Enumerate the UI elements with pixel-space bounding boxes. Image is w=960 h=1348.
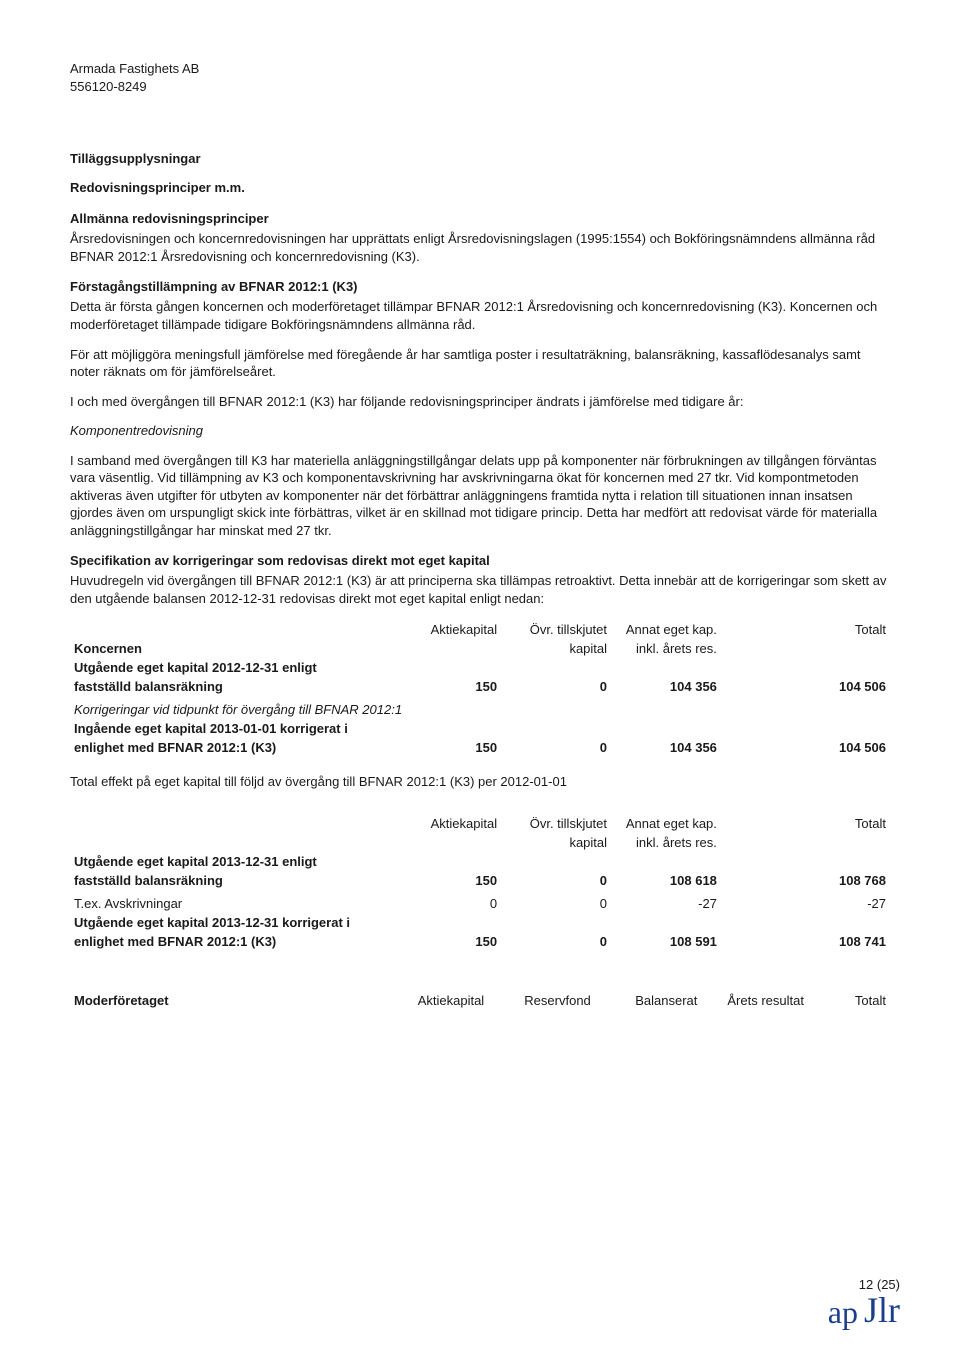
cell2-utg-ovr: 0 (501, 871, 611, 890)
row2-utg1: Utgående eget kapital 2013-12-31 enligt (70, 852, 391, 871)
caption-moderforetaget: Moderföretaget (70, 991, 382, 1010)
caption-koncernen: Koncernen (70, 639, 391, 658)
row-utg2: fastställd balansräkning (70, 677, 391, 696)
th-annat1: Annat eget kap. (611, 620, 721, 639)
signature-area: ap Jlr (828, 1292, 900, 1328)
para-forst-1: Detta är första gången koncernen och mod… (70, 298, 890, 333)
para-komp: I samband med övergången till K3 har mat… (70, 452, 890, 540)
th3-aktie: Aktiekapital (382, 991, 489, 1010)
cell2-utg-aktie: 150 (391, 871, 501, 890)
cell2-korr-annat: 108 591 (611, 932, 721, 951)
th3-arets: Årets resultat (701, 991, 808, 1010)
th2-ovr1: Övr. tillskjutet (501, 814, 611, 833)
row2-utg2: fastställd balansräkning (70, 871, 391, 890)
th3-bal: Balanserat (595, 991, 702, 1010)
cell2-korr-aktie: 150 (391, 932, 501, 951)
th-aktie: Aktiekapital (391, 620, 501, 639)
para-total-effekt: Total effekt på eget kapital till följd … (70, 773, 890, 791)
table-koncernen-2013: Aktiekapital Övr. tillskjutet Annat eget… (70, 814, 890, 951)
cell-ing-aktie: 150 (391, 738, 501, 757)
cell-ing-ovr: 0 (501, 738, 611, 757)
th2-totalt: Totalt (721, 814, 890, 833)
row-ing1: Ingående eget kapital 2013-01-01 korrige… (70, 719, 391, 738)
heading-spec: Specifikation av korrigeringar som redov… (70, 553, 890, 568)
row-korr-line: Korrigeringar vid tidpunkt för övergång … (70, 696, 890, 719)
th-ovr2: kapital (501, 639, 611, 658)
heading-forst: Förstagångstillämpning av BFNAR 2012:1 (… (70, 279, 890, 294)
para-forst-3: I och med övergången till BFNAR 2012:1 (… (70, 393, 890, 411)
company-block: Armada Fastighets AB 556120-8249 (70, 60, 890, 96)
cell-utg-aktie: 150 (391, 677, 501, 696)
cell-ing-annat: 104 356 (611, 738, 721, 757)
th3-totalt: Totalt (808, 991, 890, 1010)
signature-initials-2: Jlr (864, 1292, 900, 1328)
cell2-korr-ovr: 0 (501, 932, 611, 951)
th2-ovr2: kapital (501, 833, 611, 852)
table-moderforetaget: Moderföretaget Aktiekapital Reservfond B… (70, 991, 890, 1010)
th-ovr1: Övr. tillskjutet (501, 620, 611, 639)
cell2-korr-tot: 108 741 (721, 932, 890, 951)
cell2-tex-annat: -27 (611, 890, 721, 913)
para-allm: Årsredovisningen och koncernredovisninge… (70, 230, 890, 265)
th2-annat1: Annat eget kap. (611, 814, 721, 833)
footer: 12 (25) ap Jlr (828, 1277, 900, 1328)
cell2-tex-ovr: 0 (501, 890, 611, 913)
row2-korr2: enlighet med BFNAR 2012:1 (K3) (70, 932, 391, 951)
cell2-tex-aktie: 0 (391, 890, 501, 913)
company-name: Armada Fastighets AB (70, 60, 890, 78)
heading-allm: Allmänna redovisningsprinciper (70, 211, 890, 226)
cell2-utg-tot: 108 768 (721, 871, 890, 890)
para-forst-2: För att möjliggöra meningsfull jämförels… (70, 346, 890, 381)
th2-aktie: Aktiekapital (391, 814, 501, 833)
th-totalt: Totalt (721, 620, 890, 639)
row-utg1: Utgående eget kapital 2012-12-31 enligt (70, 658, 391, 677)
row2-tex: T.ex. Avskrivningar (70, 890, 391, 913)
row-ing2: enlighet med BFNAR 2012:1 (K3) (70, 738, 391, 757)
th3-reserv: Reservfond (488, 991, 595, 1010)
th-annat2: inkl. årets res. (611, 639, 721, 658)
cell-ing-tot: 104 506 (721, 738, 890, 757)
cell2-tex-tot: -27 (721, 890, 890, 913)
company-orgnr: 556120-8249 (70, 78, 890, 96)
signature-initials-1: ap (828, 1296, 858, 1328)
cell2-utg-annat: 108 618 (611, 871, 721, 890)
cell-utg-tot: 104 506 (721, 677, 890, 696)
row2-korr1: Utgående eget kapital 2013-12-31 korrige… (70, 913, 391, 932)
para-spec: Huvudregeln vid övergången till BFNAR 20… (70, 572, 890, 607)
heading-tillaggs: Tilläggsupplysningar (70, 151, 890, 166)
table-koncernen-2012: Aktiekapital Övr. tillskjutet Annat eget… (70, 620, 890, 757)
cell-utg-annat: 104 356 (611, 677, 721, 696)
heading-komp: Komponentredovisning (70, 422, 890, 440)
heading-redov: Redovisningsprinciper m.m. (70, 180, 890, 195)
th2-annat2: inkl. årets res. (611, 833, 721, 852)
document-page: Armada Fastighets AB 556120-8249 Tillägg… (0, 0, 960, 1348)
cell-utg-ovr: 0 (501, 677, 611, 696)
